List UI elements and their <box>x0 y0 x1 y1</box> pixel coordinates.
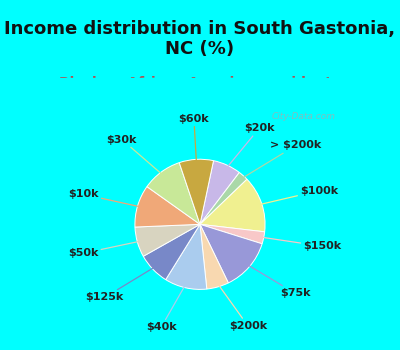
Text: Income distribution in South Gastonia,
NC (%): Income distribution in South Gastonia, N… <box>4 20 396 58</box>
Wedge shape <box>147 163 200 224</box>
Text: $20k: $20k <box>227 123 274 168</box>
Text: $30k: $30k <box>107 134 162 174</box>
Wedge shape <box>166 224 207 289</box>
Wedge shape <box>200 179 265 232</box>
Wedge shape <box>179 159 214 224</box>
Wedge shape <box>200 224 228 289</box>
Text: City-Data.com: City-Data.com <box>272 112 336 121</box>
Wedge shape <box>200 224 265 244</box>
Wedge shape <box>143 224 200 280</box>
Text: > $200k: > $200k <box>242 140 322 178</box>
Text: $125k: $125k <box>86 267 154 302</box>
Text: $75k: $75k <box>248 265 310 298</box>
Text: $10k: $10k <box>68 189 140 207</box>
Text: Black or African American residents: Black or African American residents <box>60 76 340 90</box>
Wedge shape <box>200 224 262 283</box>
Wedge shape <box>135 187 200 227</box>
Wedge shape <box>135 224 200 256</box>
Text: $40k: $40k <box>146 285 185 332</box>
Text: $50k: $50k <box>68 241 140 258</box>
Text: $60k: $60k <box>179 114 209 162</box>
Text: $150k: $150k <box>261 237 342 251</box>
Text: $100k: $100k <box>260 186 338 205</box>
Text: $200k: $200k <box>218 284 267 331</box>
Wedge shape <box>200 161 239 224</box>
Wedge shape <box>200 173 247 224</box>
